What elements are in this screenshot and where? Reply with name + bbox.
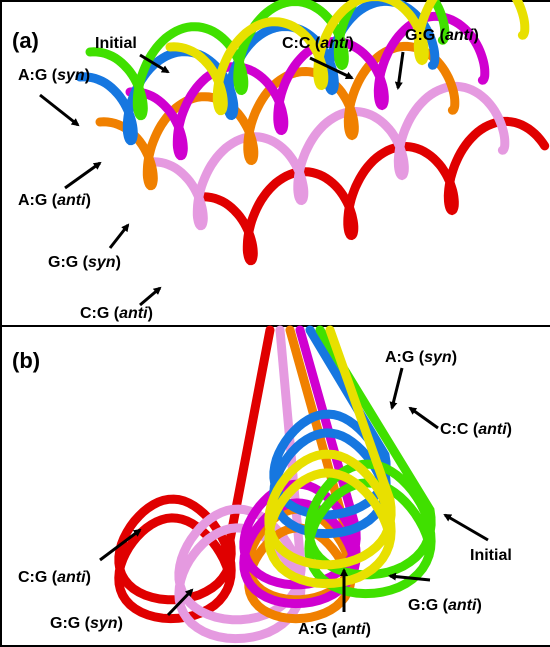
annotation-part: A:G ( bbox=[385, 349, 425, 366]
annotation-part: A:G ( bbox=[18, 67, 58, 84]
annotation-part: syn bbox=[88, 254, 116, 271]
annotation-part: anti bbox=[57, 192, 86, 209]
annotation-part: anti bbox=[119, 305, 148, 322]
annotation-part: C:C ( bbox=[282, 35, 321, 52]
page: {"panels": [ {"label": "(a)", "annotatio… bbox=[0, 0, 550, 647]
arrow bbox=[40, 95, 78, 125]
annotation: Initial bbox=[470, 547, 512, 564]
annotation-part: Initial bbox=[95, 35, 137, 52]
annotation-part: A:G ( bbox=[298, 621, 338, 638]
annotation-part: anti bbox=[57, 569, 86, 586]
annotation-part: anti bbox=[320, 35, 349, 52]
annotation-part: C:G ( bbox=[18, 569, 58, 586]
annotation-part: ) bbox=[116, 254, 121, 271]
annotation: A:G (anti) bbox=[298, 621, 371, 638]
annotation-part: syn bbox=[424, 349, 452, 366]
annotation-part: G:G ( bbox=[50, 615, 91, 632]
annotation-part: anti bbox=[478, 421, 507, 438]
annotation-part: ) bbox=[148, 305, 153, 322]
annotation: C:G (anti) bbox=[80, 305, 153, 322]
annotation: Initial bbox=[95, 35, 137, 52]
annotation-part: ) bbox=[476, 597, 481, 614]
annotation: G:G (syn) bbox=[48, 254, 121, 271]
arrow bbox=[410, 408, 438, 428]
arrow bbox=[445, 515, 488, 540]
annotation: A:G (anti) bbox=[18, 192, 91, 209]
annotation: A:G (syn) bbox=[18, 67, 90, 84]
arrow bbox=[110, 225, 128, 248]
arrow bbox=[392, 368, 402, 408]
figure: (a)(b)InitialA:G (syn)C:C (anti)G:G (ant… bbox=[0, 0, 550, 647]
annotation: C:C (anti) bbox=[440, 421, 512, 438]
annotation: G:G (anti) bbox=[405, 27, 479, 44]
annotation-part: ) bbox=[366, 621, 371, 638]
annotation-part: ) bbox=[452, 349, 457, 366]
annotation: C:G (anti) bbox=[18, 569, 91, 586]
arrow bbox=[140, 288, 160, 305]
panel-label: (a) bbox=[12, 28, 39, 53]
annotation-part: C:C ( bbox=[440, 421, 479, 438]
annotation-part: A:G ( bbox=[18, 192, 58, 209]
annotation: G:G (syn) bbox=[50, 615, 123, 632]
annotation-part: ) bbox=[86, 192, 91, 209]
annotation-part: G:G ( bbox=[48, 254, 89, 271]
annotation: G:G (anti) bbox=[408, 597, 482, 614]
annotation-part: ) bbox=[85, 67, 90, 84]
annotation-part: C:G ( bbox=[80, 305, 120, 322]
annotation-part: G:G ( bbox=[408, 597, 449, 614]
annotation-part: ) bbox=[507, 421, 512, 438]
annotation: C:C (anti) bbox=[282, 35, 354, 52]
annotation-part: anti bbox=[445, 27, 474, 44]
annotation-part: anti bbox=[448, 597, 477, 614]
annotation-part: ) bbox=[118, 615, 123, 632]
arrow bbox=[398, 52, 403, 88]
annotation-part: ) bbox=[86, 569, 91, 586]
annotation-part: syn bbox=[57, 67, 85, 84]
arrow bbox=[390, 576, 430, 580]
helices-b bbox=[119, 330, 431, 639]
annotation-part: Initial bbox=[470, 547, 512, 564]
annotation-part: ) bbox=[473, 27, 478, 44]
annotation-part: ) bbox=[349, 35, 354, 52]
annotation-part: G:G ( bbox=[405, 27, 446, 44]
annotation-part: anti bbox=[337, 621, 366, 638]
annotation: A:G (syn) bbox=[385, 349, 457, 366]
panel-label: (b) bbox=[12, 348, 40, 373]
arrow bbox=[65, 163, 100, 188]
annotation-part: syn bbox=[90, 615, 118, 632]
